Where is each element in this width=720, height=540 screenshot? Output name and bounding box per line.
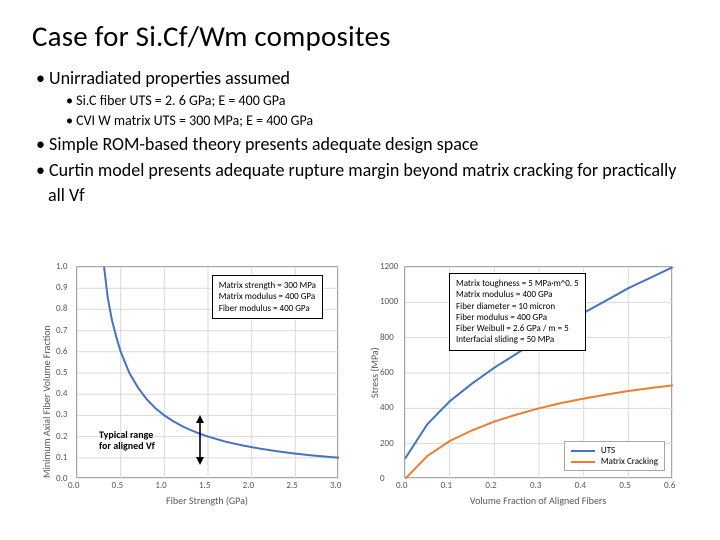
chartA-textbox: Matrix strength = 300 MPa Matrix modulus…	[212, 275, 323, 319]
chartB-plot: Matrix toughness = 5 MPa·m^0. 5 Matrix m…	[404, 266, 672, 478]
chartB-textbox: Matrix toughness = 5 MPa·m^0. 5 Matrix m…	[449, 273, 586, 351]
legend-uts: UTS	[571, 445, 658, 456]
chartB-tb-l2: Matrix modulus = 400 GPa	[456, 289, 579, 300]
chartA-ann-l2: for aligned Vf	[99, 440, 155, 451]
chartA-textbox-l1: Matrix strength = 300 MPa	[219, 280, 316, 291]
chartB-tb-l5: Fiber Weibull = 2.6 GPa / m = 5	[456, 323, 579, 334]
chartB-xlabel: Volume Fraction of Aligned Fibers	[404, 494, 672, 507]
bullet-1: Unirradiated properties assumed	[36, 66, 688, 90]
slide-title: Case for Si.Cf/Wm composites	[32, 18, 688, 54]
chart-stress: Stress (MPa) Matrix toughness = 5 MPa·m^…	[364, 258, 684, 518]
legend-uts-swatch	[571, 450, 595, 452]
legend-mc-swatch	[571, 461, 595, 463]
chartB-tb-l3: Fiber diameter = 10 micron	[456, 301, 579, 312]
slide: Case for Si.Cf/Wm composites Unirradiate…	[0, 0, 720, 540]
chartB-legend: UTS Matrix Cracking	[564, 441, 665, 471]
bullet-1b: CVI W matrix UTS = 300 MPa; E = 400 GPa	[66, 112, 688, 131]
chartB-tb-l1: Matrix toughness = 5 MPa·m^0. 5	[456, 278, 579, 289]
legend-mc: Matrix Cracking	[571, 456, 658, 467]
chartA-textbox-l2: Matrix modulus = 400 GPa	[219, 291, 316, 302]
chartB-tb-l4: Fiber modulus = 400 GPa	[456, 312, 579, 323]
chartA-annotation: Typical range for aligned Vf	[99, 429, 155, 451]
bullet-list: Unirradiated properties assumed Si.C fib…	[32, 66, 688, 207]
chartB-tb-l6: Interfacial sliding = 50 MPa	[456, 334, 579, 345]
legend-mc-label: Matrix Cracking	[601, 456, 658, 467]
bullet-3: Curtin model presents adequate rupture m…	[36, 158, 688, 207]
chartA-plot: Matrix strength = 300 MPa Matrix modulus…	[76, 266, 338, 478]
bullet-1a: Si.C fiber UTS = 2. 6 GPa; E = 400 GPa	[66, 92, 688, 111]
chartA-textbox-l3: Fiber modulus = 400 GPa	[219, 303, 316, 314]
charts-row: Minimum Axial Fiber Volume Fraction Matr…	[32, 258, 696, 528]
chart-min-vf: Minimum Axial Fiber Volume Fraction Matr…	[32, 258, 352, 518]
bullet-2: Simple ROM-based theory presents adequat…	[36, 132, 688, 156]
chartA-range-arrow	[193, 415, 207, 465]
chartA-ylabel: Minimum Axial Fiber Volume Fraction	[40, 325, 53, 478]
chartA-xlabel: Fiber Strength (GPa)	[76, 494, 338, 507]
legend-uts-label: UTS	[601, 445, 615, 456]
